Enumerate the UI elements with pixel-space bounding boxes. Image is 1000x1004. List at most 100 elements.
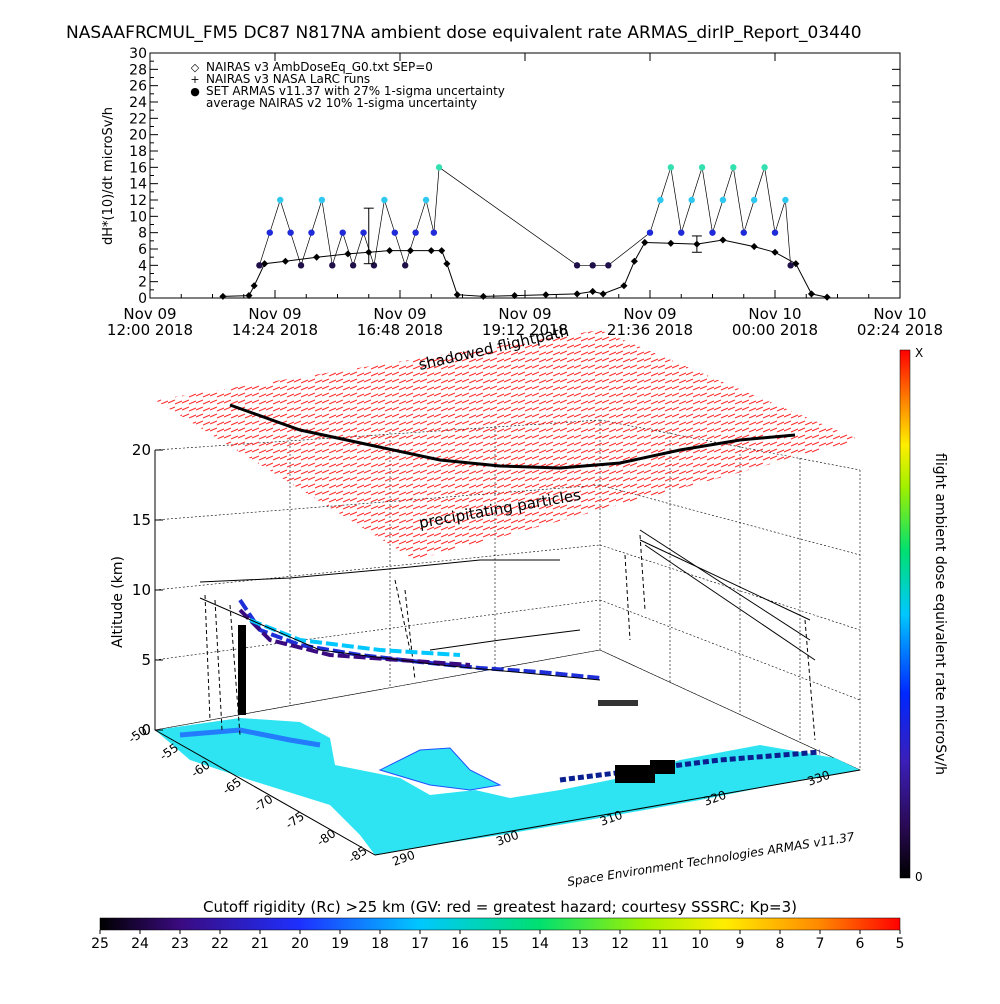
series-nairas-v3-point [573,290,581,298]
legend-entry: NAIRAS v3 NASA LaRC runs [206,72,370,86]
series-armas-point [266,229,273,236]
series-armas-point [667,164,675,171]
x-tick-time: 21:36 2018 [607,321,693,339]
series-nairas-v3-point [511,292,519,300]
cutoff-rigidity-ticks: 25 24 23 22 21 20 19 18 17 16 15 14 13 12 11 10 9 8 7 6 5 [91,930,904,952]
series-nairas-v3-point [453,291,461,299]
series-armas-point [360,229,367,236]
z-tick-label: 15 [132,511,151,529]
series-nairas-v3-point [443,260,451,268]
series-armas-point [709,229,716,236]
y-tick-label: 22 [129,111,147,127]
series-armas-point [402,262,409,269]
series-armas-point [678,229,685,236]
colorbar-tick-label: 24 [131,936,149,952]
colorbar-tick-label: 15 [491,936,509,952]
series-armas-line [259,166,791,267]
colorbar-tick-label: 17 [411,936,429,952]
dose-colorbar-bottom-label: 0 [915,870,923,884]
cutoff-rigidity-colorbar [99,917,901,931]
z-tick-label: 10 [132,581,151,599]
series-nairas-v3-point [281,257,289,265]
y-tick-label: 24 [129,95,147,111]
colorbar-tick-label: 21 [251,936,269,952]
x-tick-day: Nov 09 [373,305,426,323]
colorbar-tick-label: 14 [531,936,549,952]
series-nairas-v3-point [261,260,269,268]
y-tick-label: 26 [129,79,147,95]
series-nairas-v3-point [427,247,435,255]
series-armas-point [688,196,695,204]
legend-entry: SET ARMAS v11.37 with 27% 1-sigma uncert… [206,84,505,98]
top-chart-legend: ◇ NAIRAS v3 AmbDoseEq_G0.txt SEP=0 + NAIRAS… [190,60,505,110]
series-armas-point [646,229,654,236]
series-nairas-v3-line [222,239,828,298]
y-tick-label: 20 [129,128,147,144]
shadowed-flightpath-line [229,403,796,470]
colorbar-tick-label: 5 [896,936,905,952]
land-blue-edge [179,727,321,748]
series-nairas-v3-point [479,292,487,300]
series-armas-point [435,164,443,171]
colorbar-tick-label: 7 [816,936,825,952]
colorbar-tick-label: 18 [371,936,389,952]
colorbar-tick-label: 19 [331,936,349,952]
land-south-america-tip [378,747,502,791]
series-armas-point [589,262,596,269]
series-nairas-v3-point [250,282,258,290]
x-tick-day: Nov 09 [123,305,176,323]
series-nairas-v3-point [719,236,727,244]
y-tick-label: 6 [138,242,147,258]
y-tick-label: 18 [129,144,147,160]
series-armas-point [308,229,315,236]
series-nairas-v3-point [667,239,675,247]
y-tick-label: 10 [129,209,147,225]
series-armas-point [297,262,305,269]
x-tick-time: 14:24 2018 [232,321,318,339]
x-tick-time: 12:00 2018 [107,321,193,339]
series-armas-point [370,262,378,269]
floor-dense-track [615,760,675,783]
x-tick-day: Nov 09 [498,305,551,323]
series-armas-point [771,229,779,236]
series-armas-point [719,196,727,204]
series-armas-point [750,196,758,204]
series-nairas-v3-point [807,290,815,298]
colorbar-tick-label: 12 [611,936,629,952]
series-armas-point [339,229,346,236]
x-tick-time: 19:12 2018 [482,321,568,339]
series-nairas-v3-point [438,247,446,255]
series-nairas-v3-point [771,248,779,256]
land-antarctica [155,718,860,855]
series-armas-point [430,229,438,236]
colorbar-tick-label: 11 [651,936,669,952]
series-armas-point [412,229,419,236]
series-nairas-v3-point [823,293,831,301]
z-axis-label: Altitude (km) [110,556,126,648]
series-armas-point [422,196,430,204]
series-armas-point [329,262,336,269]
legend-symbol: + [190,73,199,86]
z-tick-label: 5 [141,651,151,669]
colorbar-tick-label: 10 [691,936,709,952]
cutoff-rigidity-title: Cutoff rigidity (Rc) >25 km (GV: red = g… [203,898,797,916]
series-armas-point [605,262,612,269]
top-chart-title: NASAAFRCMUL_FM5 DC87 N817NA ambient dose… [66,23,862,43]
flight-track-lines [199,529,816,681]
colorbar-tick-label: 13 [571,936,589,952]
z-tick-label: 0 [141,721,151,739]
series-nairas-v3-point [245,292,253,300]
series-armas-point [256,262,263,269]
series-armas-point [730,164,737,171]
flight-dense-points [238,625,638,715]
series-armas-point [787,262,794,269]
colorbar-tick-label: 9 [736,936,745,952]
legend-symbol: ● [190,85,200,98]
dose-colorbar-label: flight ambient dose equivalent rate micr… [932,453,948,775]
back-wall-grid [154,419,861,771]
series-nairas-v3-point [641,238,649,247]
x-tick-day: Nov 09 [248,305,301,323]
y-tick-label: 30 [129,46,147,62]
